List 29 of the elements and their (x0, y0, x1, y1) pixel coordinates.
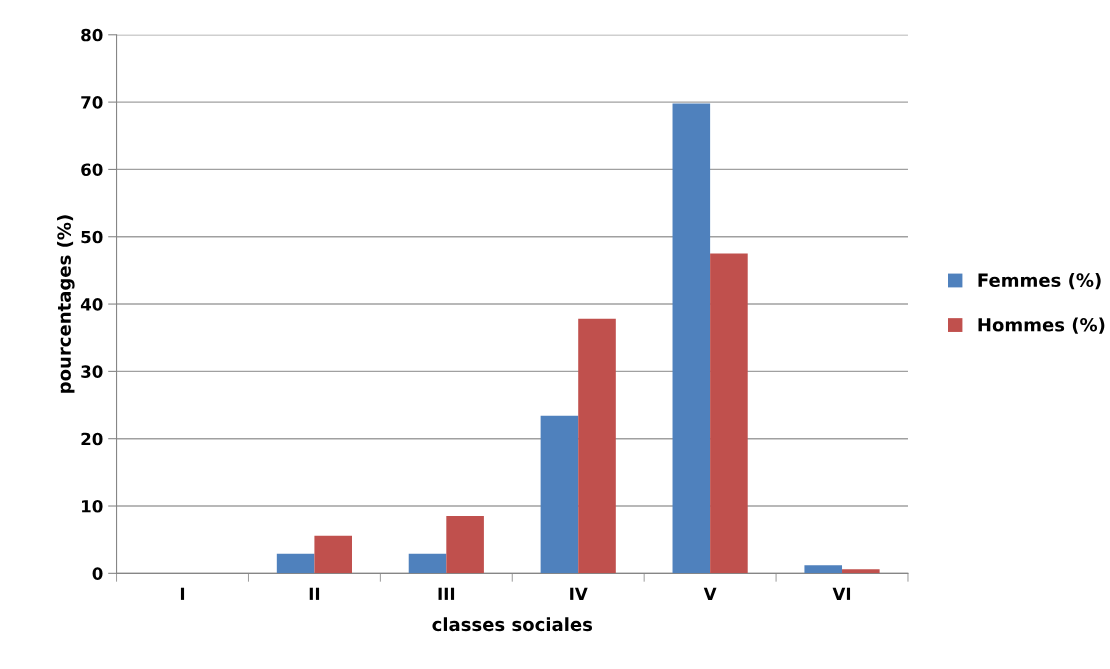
y-tick-label: 60 (81, 163, 103, 176)
y-tick-label: 50 (81, 230, 103, 244)
bar (540, 415, 579, 574)
bar (672, 103, 711, 574)
y-tick-label: 30 (81, 365, 103, 378)
y-axis-title: pourcentages (%) (57, 215, 75, 393)
bar (276, 553, 315, 574)
x-axis-title: classes sociales (432, 617, 593, 632)
y-tick-label: 20 (81, 432, 103, 446)
y-tick-label: 40 (80, 298, 103, 311)
x-tick-label: III (438, 587, 455, 600)
y-tick-label: 70 (81, 96, 103, 109)
legend-label: Hommes (%) (978, 317, 1105, 334)
x-tick-label: I (180, 587, 185, 600)
bar (314, 535, 352, 574)
y-tick-label: 0 (92, 567, 103, 580)
legend-label: Femmes (%) (978, 273, 1101, 290)
x-tick-label: IV (570, 587, 588, 600)
bar (842, 569, 880, 574)
bar (446, 516, 484, 574)
bar (804, 565, 843, 574)
bar (408, 553, 447, 574)
y-tick-label: 10 (82, 499, 103, 513)
y-tick-label: 80 (81, 28, 103, 42)
x-tick-label: VI (832, 587, 851, 600)
x-tick-label: V (703, 587, 717, 600)
x-tick-label: II (309, 587, 320, 600)
bar (578, 318, 616, 574)
bar (710, 253, 748, 574)
